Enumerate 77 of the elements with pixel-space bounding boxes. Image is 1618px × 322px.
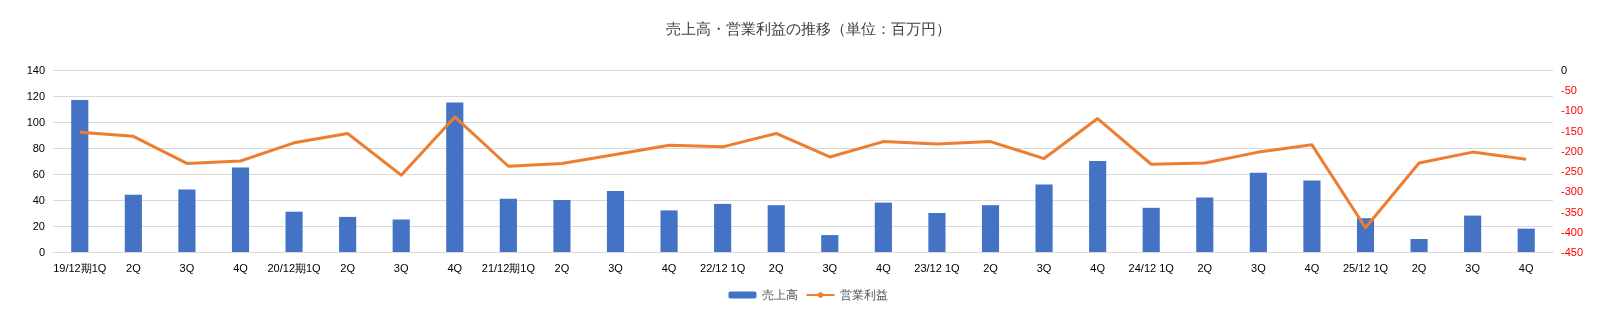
bar (1464, 215, 1482, 252)
y-tick-label: 40 (32, 194, 45, 206)
x-tick-label: 2Q (554, 261, 570, 274)
y-tick-label: 60 (32, 168, 45, 180)
bar (1303, 180, 1321, 252)
x-tick-label: 4Q (447, 261, 463, 274)
x-tick-label: 3Q (179, 261, 195, 274)
y-tick-label: 0 (38, 246, 45, 258)
bar (981, 205, 1000, 252)
bar (874, 202, 892, 252)
bar (553, 200, 571, 252)
x-tick-label: 3Q (608, 261, 624, 274)
chart-title: 売上高・営業利益の推移（単位：百万円） (665, 20, 951, 37)
x-tick-label: 2Q (983, 261, 999, 274)
y2-tick-label: -150 (1561, 124, 1584, 137)
bar (1249, 172, 1267, 252)
y2-tick-label: 0 (1561, 64, 1568, 76)
x-tick-label: 19/12期1Q (53, 261, 107, 274)
x-tick-label: 3Q (1036, 261, 1052, 274)
bar (1196, 197, 1214, 252)
x-tick-label: 2Q (768, 261, 784, 274)
x-tick-label: 21/12期1Q (481, 261, 536, 274)
x-tick-label: 4Q (1304, 261, 1320, 274)
y2-tick-label: -350 (1561, 205, 1584, 218)
bar (499, 198, 517, 252)
bar (821, 235, 839, 252)
x-tick-label: 25/12 1Q (1342, 261, 1389, 274)
y-tick-label: 80 (32, 142, 45, 154)
x-tick-label: 2Q (1411, 261, 1427, 274)
bar (339, 216, 357, 252)
bar (285, 211, 303, 252)
bar (1410, 239, 1428, 252)
y2-tick-label: -100 (1561, 104, 1584, 117)
bar (1517, 228, 1535, 252)
y2-tick-label: -450 (1561, 246, 1584, 258)
bar (767, 205, 785, 252)
x-tick-label: 24/12 1Q (1128, 261, 1175, 274)
y-tick-label: 20 (32, 220, 45, 232)
bar (1089, 161, 1107, 252)
bar (71, 99, 89, 252)
bar (714, 203, 732, 252)
y-tick-label: 140 (26, 64, 45, 76)
x-tick-label: 2Q (340, 261, 356, 274)
x-tick-label: 4Q (1518, 261, 1534, 274)
legend-label: 営業利益 (839, 288, 888, 302)
x-tick-label: 20/12期1Q (267, 261, 322, 274)
y2-tick-label: -400 (1561, 225, 1584, 238)
x-tick-label: 4Q (233, 261, 249, 274)
bar (606, 190, 625, 252)
y-tick-label: 120 (26, 90, 45, 102)
y2-tick-label: -50 (1561, 84, 1577, 97)
x-tick-label: 3Q (393, 261, 409, 274)
x-tick-label: 3Q (822, 261, 838, 274)
bar (1142, 207, 1160, 252)
bar (392, 219, 410, 252)
bar (124, 194, 142, 252)
bar (231, 167, 250, 252)
x-tick-label: 4Q (876, 261, 892, 274)
x-tick-label: 4Q (661, 261, 677, 274)
y-tick-label: 100 (26, 116, 45, 128)
x-tick-label: 4Q (1090, 261, 1106, 274)
line-series (78, 115, 1528, 230)
bar (928, 213, 946, 252)
y2-tick-label: -300 (1561, 185, 1584, 198)
x-tick-label: 23/12 1Q (914, 261, 960, 274)
x-tick-label: 22/12 1Q (700, 261, 746, 274)
bar (1035, 184, 1053, 252)
bar (178, 189, 196, 252)
y2-tick-label: -200 (1561, 144, 1584, 157)
y2-tick-label: -250 (1561, 165, 1584, 178)
x-tick-label: 2Q (126, 261, 142, 274)
bar (660, 210, 678, 252)
legend-label: 売上高 (761, 288, 798, 302)
x-tick-label: 2Q (1197, 261, 1213, 274)
bar (446, 102, 464, 252)
x-tick-label: 3Q (1251, 261, 1267, 274)
x-tick-label: 3Q (1465, 261, 1481, 274)
